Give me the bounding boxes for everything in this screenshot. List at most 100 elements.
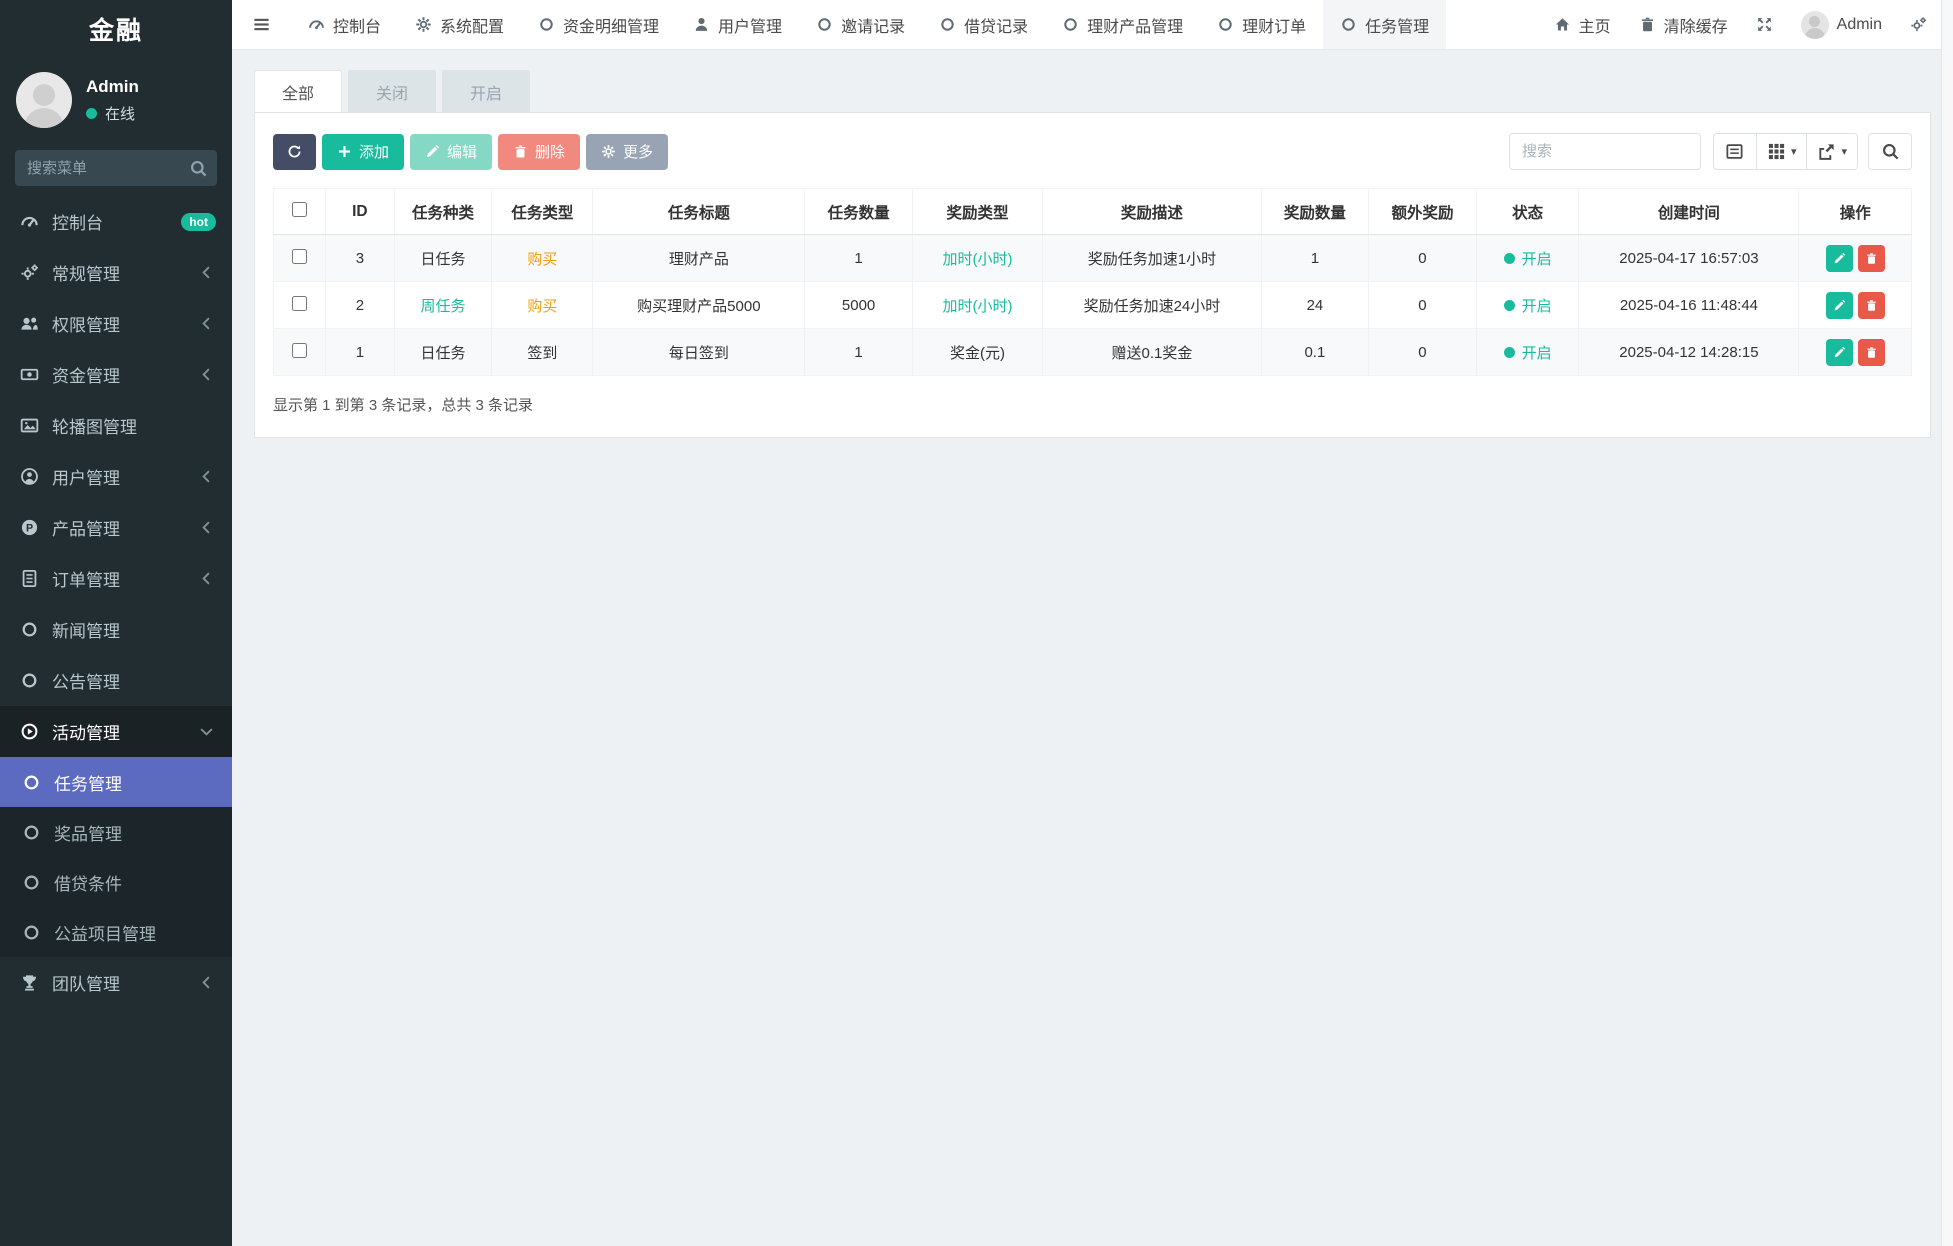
- topnav-tab[interactable]: 系统配置: [398, 0, 521, 49]
- settings-button[interactable]: [1910, 16, 1927, 33]
- hamburger-icon[interactable]: [232, 0, 291, 49]
- status-dot-icon: [1503, 299, 1515, 311]
- sidebar-item-label: 用户管理: [52, 469, 120, 488]
- gears-icon: [1910, 16, 1927, 33]
- sidebar-item-label: 控制台: [52, 214, 103, 233]
- sidebar-item[interactable]: 权限管理: [0, 298, 232, 349]
- chevron-down-icon: [197, 722, 216, 741]
- sidebar-subitem[interactable]: 借贷条件: [0, 857, 232, 907]
- home-button[interactable]: 主页: [1554, 13, 1611, 37]
- row-delete-button[interactable]: [1857, 244, 1885, 272]
- filter-tab[interactable]: 开启: [442, 70, 531, 112]
- status-dot-icon: [1503, 346, 1515, 358]
- export-button[interactable]: ▾: [1807, 133, 1858, 170]
- caret-down-icon: ▾: [1790, 146, 1797, 158]
- sidebar-item[interactable]: 新闻管理: [0, 604, 232, 655]
- filter-tab[interactable]: 关闭: [348, 70, 437, 112]
- topnav-tab[interactable]: 理财订单: [1200, 0, 1323, 49]
- row-edit-button[interactable]: [1825, 244, 1853, 272]
- sidebar-item-label: 团队管理: [52, 975, 120, 994]
- status-badge: 开启: [1503, 295, 1552, 316]
- row-delete-button[interactable]: [1857, 338, 1885, 366]
- status-dot-icon: [1503, 252, 1515, 264]
- gear-icon: [601, 144, 616, 159]
- user-name: Admin: [86, 76, 139, 96]
- chevron-left-icon: [197, 365, 216, 384]
- sidebar-item[interactable]: 订单管理: [0, 553, 232, 604]
- column-header-rqty: 奖励数量: [1260, 188, 1370, 235]
- sidebar-item[interactable]: 活动管理: [0, 706, 232, 757]
- online-dot-icon: [86, 107, 97, 119]
- cell-status: 开启: [1475, 234, 1580, 282]
- topnav-tab[interactable]: 理财产品管理: [1045, 0, 1200, 49]
- sidebar-item[interactable]: P 产品管理: [0, 502, 232, 553]
- hot-badge: hot: [181, 212, 216, 231]
- chevron-left-icon: [197, 518, 216, 537]
- cell-status: 开启: [1475, 281, 1580, 329]
- sidebar-subitem-label: 任务管理: [54, 774, 122, 794]
- topnav-tab[interactable]: 资金明细管理: [521, 0, 676, 49]
- clear-cache-button[interactable]: 清除缓存: [1639, 13, 1728, 37]
- column-header-title: 任务标题: [592, 188, 806, 235]
- more-button[interactable]: 更多: [586, 133, 669, 170]
- topnav-tab-label: 资金明细管理: [563, 18, 660, 36]
- row-checkbox[interactable]: [292, 295, 308, 311]
- row-checkbox-cell: [272, 281, 327, 329]
- chevron-left-icon: [197, 314, 216, 333]
- sidebar-search-input[interactable]: [15, 150, 217, 186]
- filter-tabs: 全部 关闭 开启: [254, 70, 1931, 112]
- topnav-tab-label: 理财订单: [1242, 18, 1307, 36]
- sidebar-item[interactable]: 控制台 hot: [0, 196, 232, 247]
- sidebar-search: [15, 150, 217, 186]
- plus-icon: [337, 144, 352, 159]
- svg-text:P: P: [26, 522, 33, 534]
- sidebar-subitem[interactable]: 奖品管理: [0, 807, 232, 857]
- row-checkbox[interactable]: [292, 248, 308, 264]
- user-panel: Admin 在线: [0, 58, 232, 138]
- row-checkbox[interactable]: [292, 342, 308, 358]
- cell-extra: 0: [1368, 328, 1477, 376]
- column-header-check[interactable]: [272, 188, 327, 235]
- image-icon: [20, 416, 39, 435]
- search-button[interactable]: [1868, 133, 1912, 170]
- table-body: 3 日任务 购买 理财产品 1 加时(小时) 奖励任务加速1小时 1 0 开启 2025-04-17…: [272, 234, 1912, 376]
- admin-menu[interactable]: Admin: [1800, 10, 1882, 39]
- row-edit-button[interactable]: [1825, 291, 1853, 319]
- select-all-checkbox[interactable]: [292, 201, 308, 217]
- topnav-tab[interactable]: 借贷记录: [922, 0, 1045, 49]
- search-icon[interactable]: [189, 159, 208, 178]
- topnav-tab[interactable]: 控制台: [291, 0, 398, 49]
- topnav-tab[interactable]: 任务管理: [1323, 0, 1447, 49]
- sidebar-subitem[interactable]: 任务管理: [0, 757, 232, 807]
- sidebar-item[interactable]: 用户管理: [0, 451, 232, 502]
- trash-icon: [513, 144, 528, 159]
- sidebar-item[interactable]: 团队管理: [0, 957, 232, 1008]
- row-edit-button[interactable]: [1825, 338, 1853, 366]
- topnav-tab-label: 用户管理: [718, 18, 783, 36]
- topnav-tab[interactable]: 用户管理: [676, 0, 799, 49]
- user-circle-icon: [20, 467, 39, 486]
- scrollbar[interactable]: [1941, 0, 1953, 1246]
- row-delete-button[interactable]: [1857, 291, 1885, 319]
- content: 全部 关闭 开启 添加 编辑 删除: [232, 50, 1953, 1246]
- sidebar-subitem[interactable]: 公益项目管理: [0, 907, 232, 957]
- delete-button[interactable]: 删除: [498, 133, 581, 170]
- sidebar-item[interactable]: 资金管理: [0, 349, 232, 400]
- sidebar-item[interactable]: 公告管理: [0, 655, 232, 706]
- topnav-tab[interactable]: 邀请记录: [799, 0, 922, 49]
- cell-extra: 0: [1368, 234, 1477, 282]
- detail-view-button[interactable]: [1712, 133, 1757, 170]
- tachometer-icon: [20, 212, 39, 231]
- edit-button[interactable]: 编辑: [410, 133, 493, 170]
- sidebar-item-label: 订单管理: [52, 571, 120, 590]
- columns-button[interactable]: ▾: [1756, 133, 1808, 170]
- fullscreen-button[interactable]: [1756, 16, 1773, 33]
- brand-title: 金融: [88, 17, 143, 45]
- avatar: [16, 72, 72, 128]
- add-button[interactable]: 添加: [322, 133, 405, 170]
- sidebar-item[interactable]: 轮播图管理: [0, 400, 232, 451]
- refresh-button[interactable]: [273, 133, 316, 170]
- table-search-input[interactable]: [1508, 133, 1701, 170]
- sidebar-item[interactable]: 常规管理: [0, 247, 232, 298]
- filter-tab[interactable]: 全部: [254, 70, 343, 112]
